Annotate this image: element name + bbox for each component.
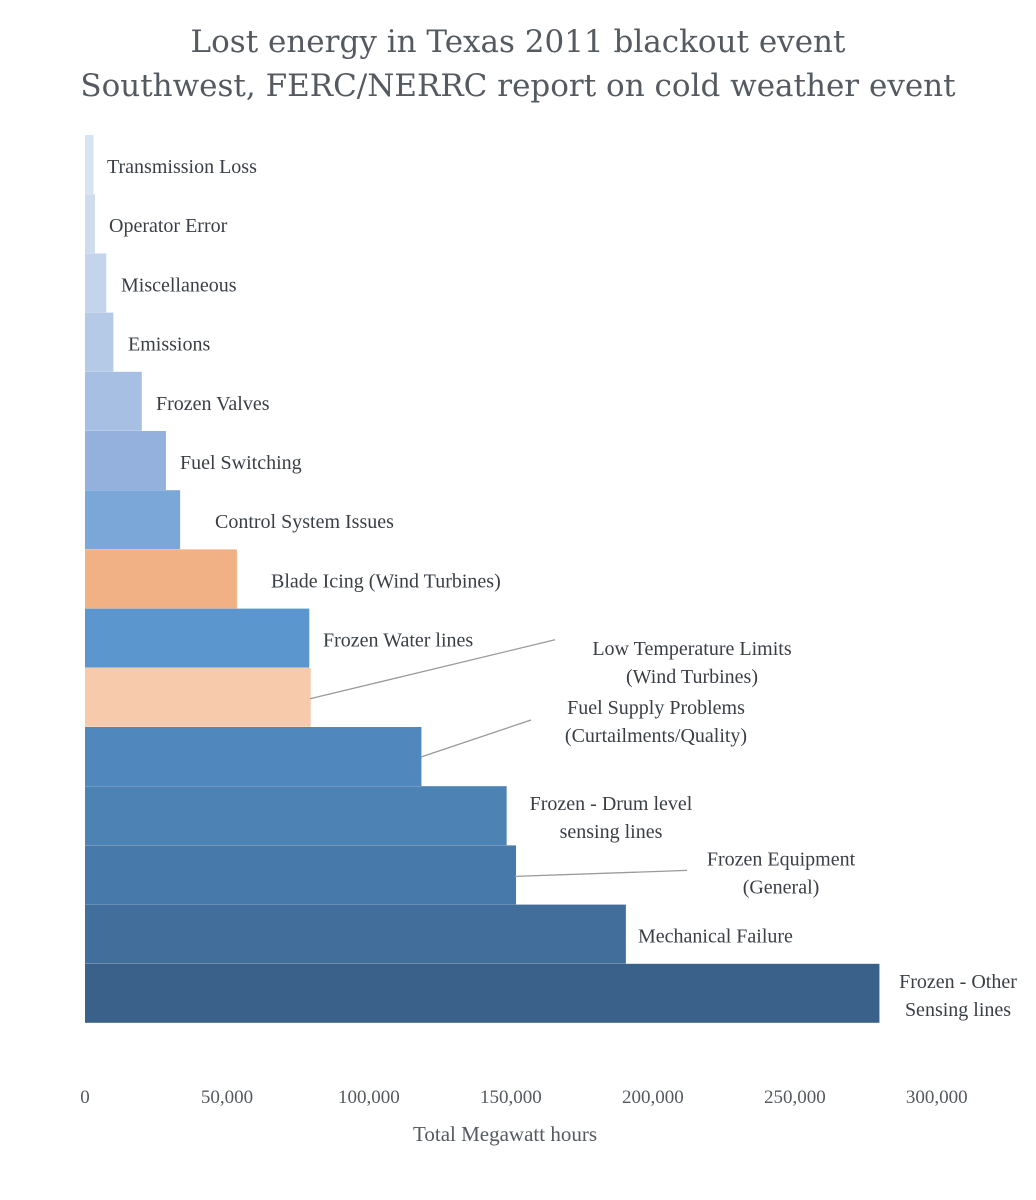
bar-label: Mechanical Failure xyxy=(638,926,793,948)
bar xyxy=(85,786,507,846)
bar-label: Frozen Water lines xyxy=(323,630,473,652)
bar xyxy=(85,371,142,431)
x-tick-label: 150,000 xyxy=(480,1087,542,1108)
x-tick-label: 100,000 xyxy=(338,1087,400,1108)
bar-label: Frozen - Drum level xyxy=(530,793,693,815)
bar-label: Operator Error xyxy=(109,215,228,237)
leader-lines-group xyxy=(309,639,688,878)
x-tick-label: 250,000 xyxy=(764,1087,826,1108)
bar xyxy=(85,608,310,668)
bar-label: Frozen - Other xyxy=(899,971,1017,993)
x-tick-label: 300,000 xyxy=(906,1087,968,1108)
leader-line xyxy=(309,639,556,700)
bar-label: Fuel Supply Problems xyxy=(567,697,745,719)
bar xyxy=(85,135,94,194)
bar-label: Control System Issues xyxy=(215,511,394,533)
bar-label: Fuel Switching xyxy=(180,452,302,474)
bar xyxy=(85,194,95,254)
bar-labels-group: Transmission Loss Operator Error Miscellan… xyxy=(107,156,1017,1021)
chart-title: Lost energy in Texas 2011 blackout event xyxy=(191,24,846,60)
x-tick-label: 200,000 xyxy=(622,1087,684,1108)
bar-label: Frozen Equipment xyxy=(707,848,856,870)
bar xyxy=(85,963,880,1023)
bar xyxy=(85,253,107,313)
bar-label: Transmission Loss xyxy=(107,156,257,178)
bar-label: (Wind Turbines) xyxy=(626,666,758,688)
bar-label: Emissions xyxy=(128,334,210,356)
x-tick-label: 0 xyxy=(80,1087,90,1108)
x-tick-label: 50,000 xyxy=(201,1087,253,1108)
chart-subtitle: Southwest, FERC/NERRC report on cold wea… xyxy=(80,68,956,104)
bar-label: Blade Icing (Wind Turbines) xyxy=(271,570,501,592)
bar xyxy=(85,431,166,490)
bar-label: Miscellaneous xyxy=(121,274,237,296)
bar-label: Frozen Valves xyxy=(156,393,270,415)
bars-group xyxy=(85,135,880,1023)
bar xyxy=(85,727,422,786)
bar-label: (Curtailments/Quality) xyxy=(565,725,747,747)
bar xyxy=(85,490,181,550)
bar xyxy=(85,667,311,727)
leader-line xyxy=(420,719,532,758)
bar xyxy=(85,904,626,964)
bar-label: sensing lines xyxy=(560,821,663,843)
leader-line xyxy=(514,869,688,878)
x-axis-label: Total Megawatt hours xyxy=(413,1122,597,1146)
bar xyxy=(85,312,114,372)
bar-label: (General) xyxy=(743,876,820,898)
bar-label: Low Temperature Limits xyxy=(592,638,792,660)
x-axis-ticks: 0 50,000 100,000 150,000 200,000 250,000 300,0… xyxy=(80,1087,967,1108)
bar xyxy=(85,845,517,905)
bar-label: Sensing lines xyxy=(905,999,1011,1021)
bar xyxy=(85,549,237,609)
